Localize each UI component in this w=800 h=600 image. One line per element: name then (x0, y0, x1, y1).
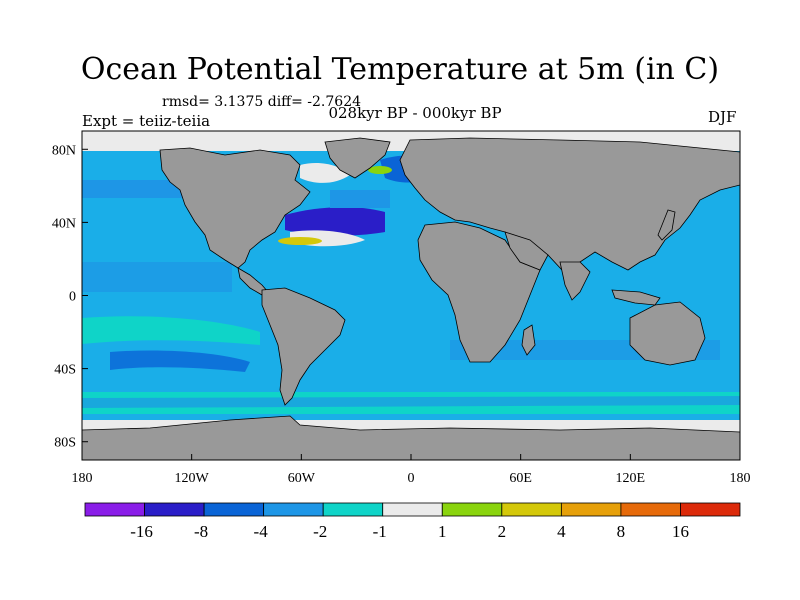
colorbar-box (263, 502, 324, 517)
india (559, 261, 591, 301)
season-label: DJF (708, 108, 737, 126)
north-america (159, 147, 311, 269)
madagascar (521, 324, 536, 356)
axis-ticks: 180 120W 60W 0 60E 120E 180 80N 40N 0 40S 80S (52, 143, 751, 486)
japan (657, 209, 676, 241)
colorbar-label: -4 (254, 522, 269, 541)
colorbar-label: -1 (373, 522, 387, 541)
lon-tick-label: 60W (288, 471, 316, 486)
colorbar-box (501, 502, 562, 517)
tropical-band (82, 262, 232, 292)
australia (629, 301, 706, 366)
lon-tick-label: 180 (730, 471, 751, 486)
lat-tick-label: 0 (69, 290, 76, 305)
north-atlantic-deep-blue (285, 207, 385, 236)
eurasia (399, 137, 740, 271)
lon-tick-label: 120W (175, 471, 210, 486)
lat-tick-label: 80S (54, 436, 76, 451)
period-label: 028kyr BP - 000kyr BP (328, 104, 502, 122)
colorbar-boxes (84, 502, 741, 517)
colorbar-box (84, 502, 145, 517)
south-america (261, 287, 346, 406)
southern-ocean-blue (82, 396, 740, 408)
lat-tick-label: 80N (52, 143, 76, 158)
colorbar-box (620, 502, 681, 517)
colorbar-labels: -16 -8 -4 -2 -1 1 2 4 8 16 (130, 522, 689, 541)
colorbar-box (203, 502, 265, 517)
north-atlantic-blue-band (330, 190, 390, 208)
colorbar-box (441, 502, 503, 517)
lat-tick-label: 40N (52, 216, 76, 231)
colorbar-box (382, 502, 443, 517)
arabia (504, 231, 549, 271)
north-atlantic-yellow (278, 237, 322, 245)
stats-text: rmsd= 3.1375 diff= -2.7624 (162, 94, 362, 110)
lon-tick-label: 180 (72, 471, 93, 486)
colorbar-label: -16 (130, 522, 153, 541)
colorbar-label: 4 (557, 522, 566, 541)
colorbar-label: 16 (672, 522, 689, 541)
colorbar-box (680, 502, 741, 517)
africa (417, 221, 541, 363)
antarctica (82, 415, 740, 460)
labrador-white (300, 163, 350, 183)
colorbar-label: 8 (617, 522, 626, 541)
lon-tick-label: 60E (509, 471, 532, 486)
lat-tick-label: 40S (54, 363, 76, 378)
colorbar-box (322, 502, 384, 517)
colorbar-box (144, 502, 205, 517)
map-title: Ocean Potential Temperature at 5m (in C) (80, 52, 720, 87)
south-pacific-cyan-band (82, 316, 260, 345)
greenland (324, 137, 391, 179)
south-pacific-blue-band (110, 350, 250, 372)
land-masses (82, 137, 740, 460)
indonesia (611, 289, 661, 306)
colorbar-label: 2 (498, 522, 507, 541)
colorbar-label: 1 (438, 522, 447, 541)
colorbar-label: -2 (313, 522, 327, 541)
colorbar-box (560, 502, 622, 517)
norwegian-green (368, 166, 392, 174)
colorbar-label: -8 (194, 522, 208, 541)
lon-tick-label: 120E (616, 471, 646, 486)
experiment-label: Expt = teiiz-teiia (82, 112, 211, 130)
lon-tick-label: 0 (408, 471, 415, 486)
